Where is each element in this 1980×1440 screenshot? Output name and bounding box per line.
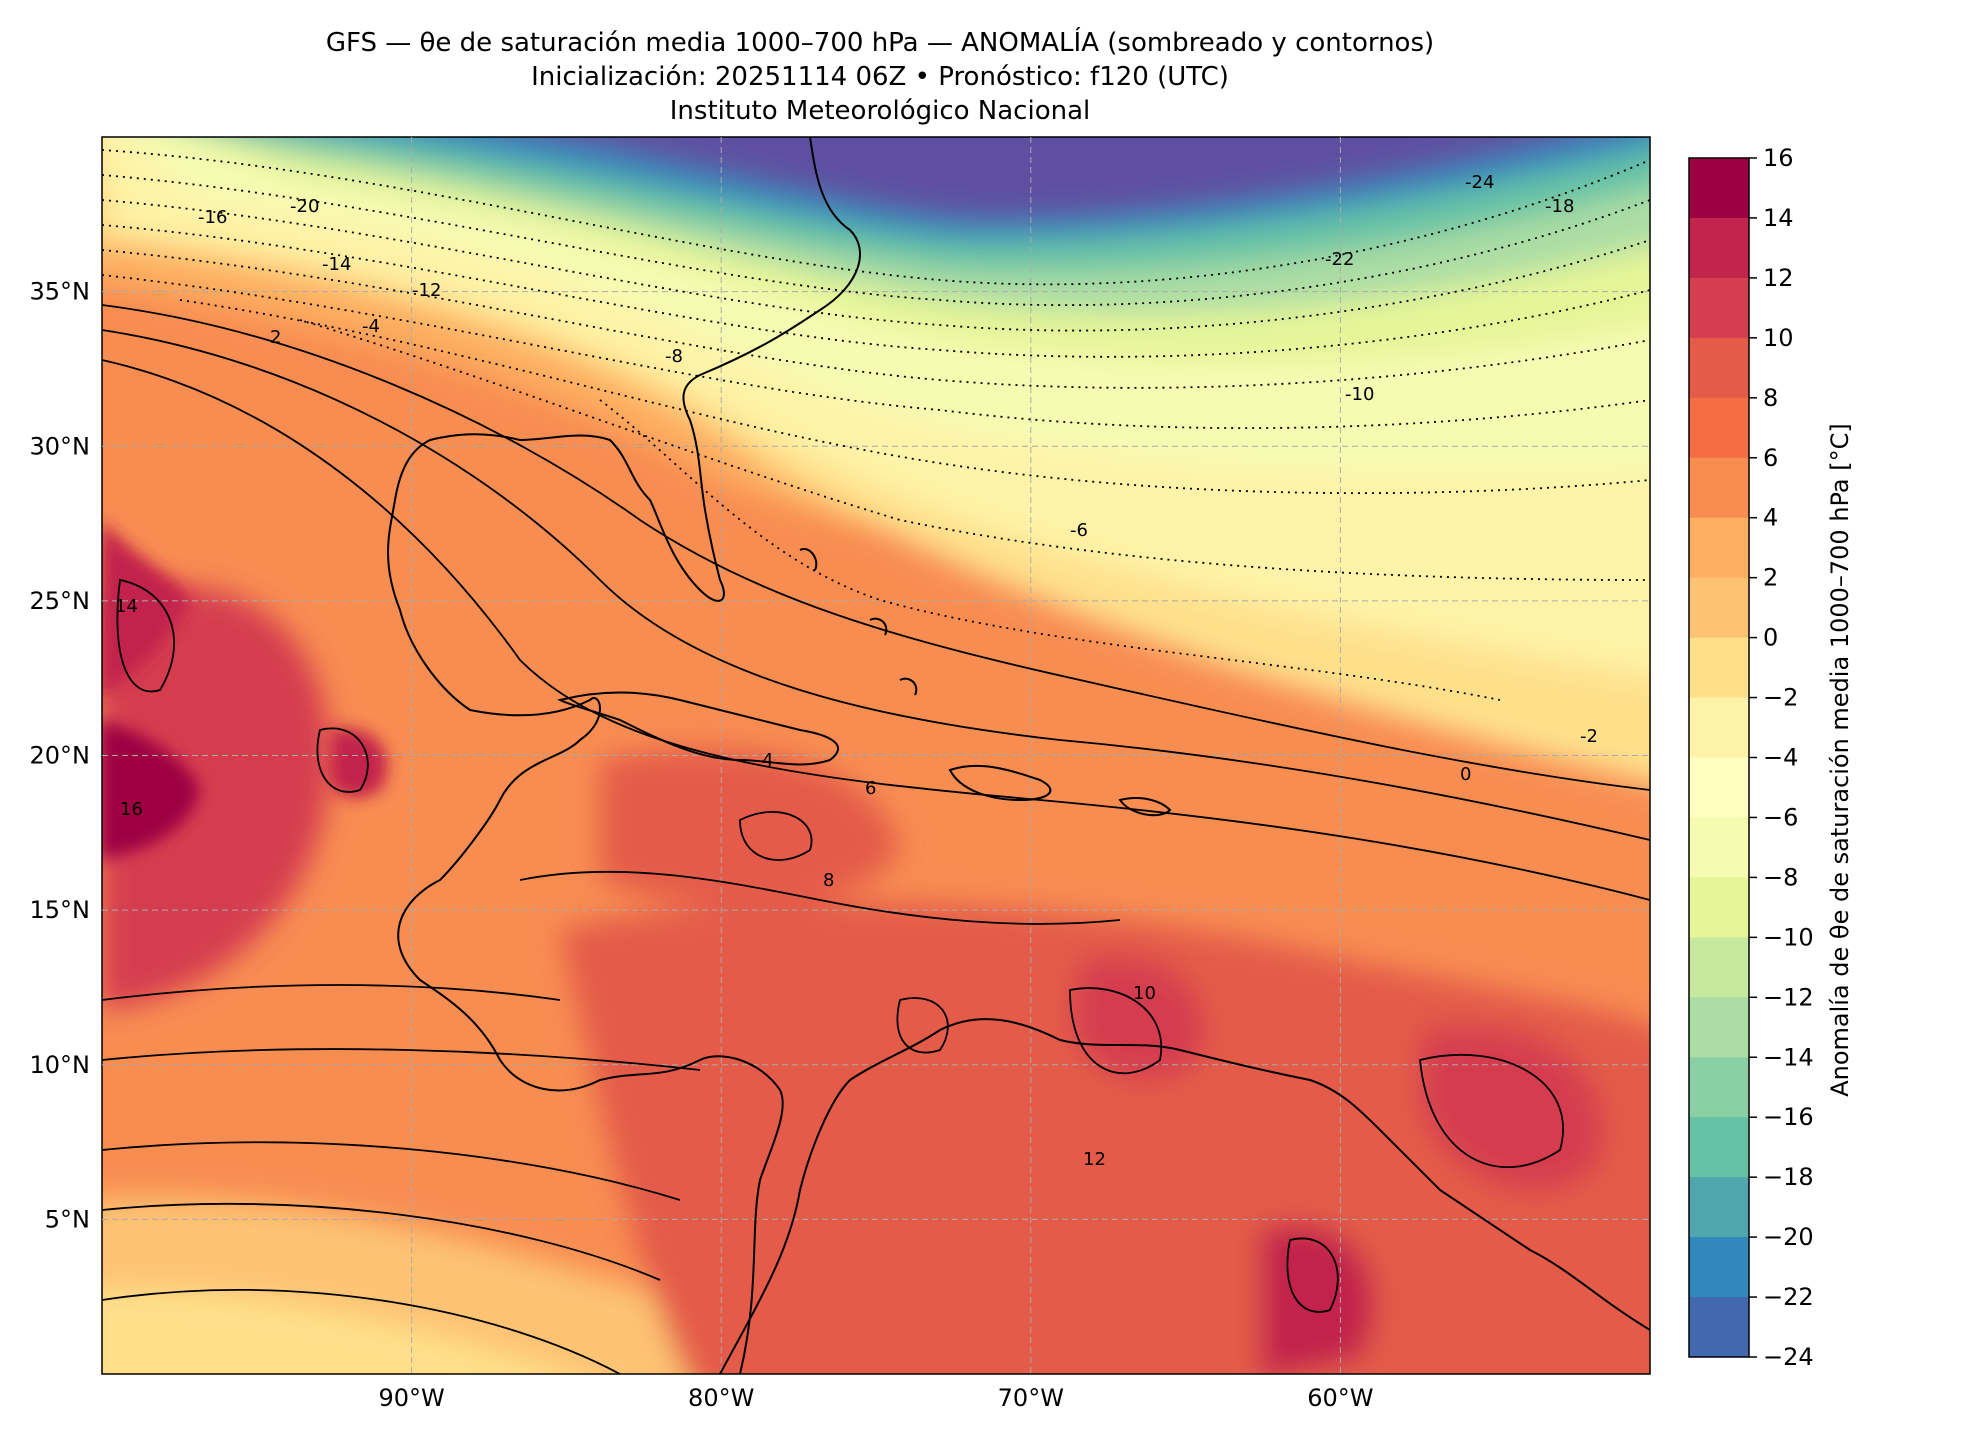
- colorbar-swatch: [1689, 1117, 1749, 1178]
- colorbar-swatch: [1689, 457, 1749, 519]
- lat-tick-label: 15°N: [30, 896, 91, 924]
- colorbar-swatch: [1689, 697, 1749, 758]
- colorbar-swatch: [1689, 158, 1749, 219]
- title-line-1: GFS — θe de saturación media 1000–700 hP…: [325, 28, 1435, 58]
- contour-label: -10: [1345, 384, 1374, 405]
- lat-tick-label: 5°N: [45, 1205, 90, 1233]
- contour-label: 6: [865, 778, 876, 799]
- colorbar-tick-label: 4: [1763, 504, 1778, 532]
- contour-label: -24: [1465, 172, 1494, 193]
- colorbar-tick-label: −12: [1763, 983, 1814, 1011]
- contour-label: -2: [1580, 726, 1598, 747]
- colorbar-swatch: [1689, 1057, 1749, 1118]
- colorbar-tick-label: −18: [1763, 1163, 1814, 1191]
- contour-label-group: -24 -18 -22 -20 -16 -14 -12 -10 -8 -6 -4…: [115, 172, 1598, 1170]
- colorbar-label: Anomalía de θe de saturación media 1000–…: [1826, 423, 1854, 1097]
- colorbar-swatch: [1689, 757, 1749, 818]
- colorbar-tick-label: 12: [1763, 264, 1794, 292]
- lon-tick-label: 70°W: [998, 1384, 1064, 1412]
- colorbar-swatch: [1689, 997, 1749, 1058]
- colorbar: 16 14 12 10 8 6 4 2 0 −2 −4 −6 −8 −10 −12 −14 −16 −18 −20 −…: [1688, 144, 1814, 1371]
- colorbar-tick-label: −10: [1763, 923, 1814, 951]
- contour-label: 16: [120, 799, 143, 820]
- colorbar-tick-label: 16: [1763, 144, 1794, 172]
- colorbar-swatch: [1689, 277, 1749, 339]
- contour-label: 0: [1460, 764, 1471, 785]
- colorbar-tick-label: −6: [1763, 803, 1798, 831]
- colorbar-tick-label: −24: [1763, 1343, 1814, 1371]
- contour-label: 10: [1133, 983, 1156, 1004]
- colorbar-swatch: [1689, 337, 1749, 399]
- colorbar-tick-label: 2: [1763, 564, 1778, 592]
- axis-ticks: 35°N 30°N 25°N 20°N 15°N 10°N 5°N 90°W 80°W 70°W 6…: [30, 278, 1374, 1412]
- colorbar-tick-label: 10: [1763, 324, 1794, 352]
- colorbar-swatch: [1689, 1177, 1749, 1238]
- colorbar-swatch: [1689, 1297, 1749, 1358]
- colorbar-swatch: [1689, 577, 1749, 639]
- colorbar-tick-label: −2: [1763, 684, 1798, 712]
- lat-tick-label: 35°N: [30, 278, 91, 306]
- title-line-2: Inicialización: 20251114 06Z • Pronóstic…: [531, 62, 1229, 92]
- colorbar-swatch: [1689, 817, 1749, 878]
- lat-tick-label: 25°N: [30, 587, 91, 615]
- lat-tick-label: 30°N: [30, 432, 91, 460]
- lon-tick-label: 60°W: [1307, 1384, 1373, 1412]
- contour-label: -8: [665, 346, 683, 367]
- lat-tick-label: 10°N: [30, 1051, 91, 1079]
- contour-label: -16: [198, 207, 227, 228]
- colorbar-tick-label: −22: [1763, 1283, 1814, 1311]
- contour-label: 12: [1083, 1149, 1106, 1170]
- contour-label: 14: [115, 596, 138, 617]
- colorbar-tick-label: −14: [1763, 1043, 1814, 1071]
- contour-label: -20: [290, 196, 319, 217]
- lon-tick-label: 80°W: [688, 1384, 754, 1412]
- contour-label: -14: [322, 254, 351, 275]
- colorbar-swatch: [1689, 877, 1749, 938]
- colorbar-swatch: [1689, 397, 1749, 459]
- contour-label: -12: [412, 280, 441, 301]
- lon-tick-label: 90°W: [378, 1384, 444, 1412]
- colorbar-swatch: [1689, 937, 1749, 998]
- contour-label: 2: [270, 327, 281, 348]
- colorbar-tick-label: 0: [1763, 624, 1778, 652]
- colorbar-tick-label: 6: [1763, 444, 1778, 472]
- negative-contours: [102, 149, 1650, 701]
- colorbar-swatch: [1689, 1237, 1749, 1298]
- contour-label: -22: [1325, 249, 1354, 270]
- colorbar-tick-label: 14: [1763, 204, 1794, 232]
- colorbar-swatch: [1689, 517, 1749, 579]
- contour-label: -6: [1070, 520, 1088, 541]
- lat-tick-label: 20°N: [30, 742, 91, 770]
- colorbar-tick-label: −4: [1763, 744, 1798, 772]
- colorbar-tick-label: −8: [1763, 863, 1798, 891]
- anomaly-shading: [102, 137, 1650, 1374]
- positive-contours: [102, 304, 1650, 1374]
- colorbar-tick-label: −16: [1763, 1103, 1814, 1131]
- colorbar-tick-label: 8: [1763, 384, 1778, 412]
- contour-label: -4: [362, 316, 380, 337]
- contour-label: -18: [1545, 196, 1574, 217]
- contour-label: 4: [762, 750, 773, 771]
- coastlines: [387, 137, 1650, 1374]
- colorbar-swatch: [1689, 637, 1749, 699]
- contour-label: 8: [823, 870, 834, 891]
- colorbar-swatch: [1689, 217, 1749, 279]
- colorbar-tick-label: −20: [1763, 1223, 1814, 1251]
- title-line-3: Instituto Meteorológico Nacional: [669, 96, 1091, 126]
- figure-title: GFS — θe de saturación media 1000–700 hP…: [0, 26, 1760, 128]
